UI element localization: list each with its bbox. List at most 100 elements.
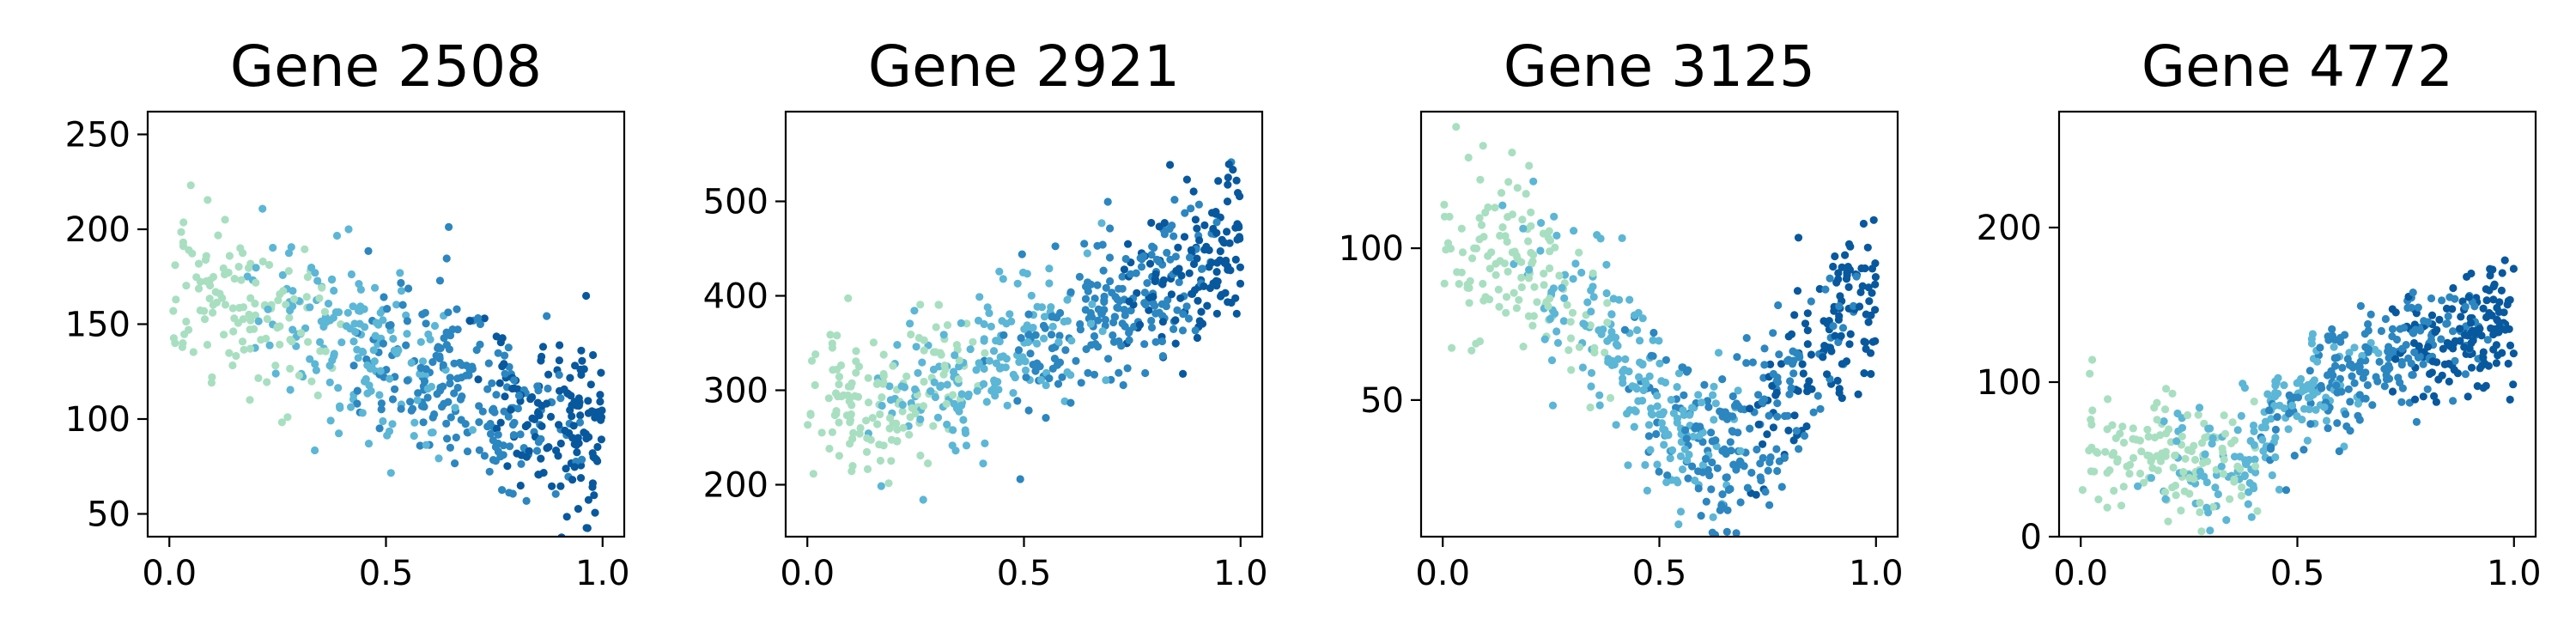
- scatter-point: [2164, 517, 2172, 526]
- scatter-point: [1198, 319, 1207, 328]
- scatter-point: [916, 415, 925, 423]
- scatter-point: [584, 409, 593, 417]
- scatter-point: [1170, 232, 1178, 240]
- scatter-point: [265, 341, 274, 349]
- x-tick-label: 0.5: [359, 554, 414, 593]
- scatter-point: [2275, 485, 2284, 494]
- scatter-point: [1224, 298, 1232, 307]
- scatter-point: [278, 270, 287, 279]
- scatter-point: [1171, 339, 1180, 348]
- scatter-point: [897, 382, 906, 391]
- scatter-point: [1166, 255, 1175, 264]
- scatter-point: [1560, 294, 1569, 302]
- scatter-point: [325, 361, 334, 370]
- scatter-point: [252, 264, 260, 272]
- scatter-point: [1667, 396, 1675, 404]
- scatter-point: [301, 245, 309, 253]
- scatter-point: [2368, 401, 2377, 410]
- scatter-point: [1137, 263, 1146, 271]
- scatter-point: [1527, 222, 1535, 230]
- scatter-point: [1726, 438, 1735, 447]
- scatter-point: [1100, 296, 1109, 305]
- scatter-point: [983, 303, 992, 312]
- scatter-point: [975, 359, 983, 368]
- scatter-point: [1760, 395, 1769, 404]
- scatter-point: [557, 553, 565, 561]
- scatter-point: [1710, 416, 1718, 424]
- scatter-point: [951, 351, 959, 360]
- scatter-point: [2285, 409, 2293, 418]
- scatter-point: [1628, 382, 1637, 391]
- scatter-point: [1792, 349, 1801, 357]
- scatter-point: [2438, 296, 2446, 305]
- scatter-point: [1704, 403, 1713, 411]
- scatter-point: [1187, 204, 1195, 213]
- scatter-point: [2214, 490, 2222, 499]
- scatter-point: [2219, 470, 2227, 478]
- scatter-point: [186, 181, 195, 190]
- scatter-point: [1800, 431, 1809, 440]
- scatter-point: [1603, 319, 1612, 327]
- scatter-point: [307, 377, 316, 386]
- scatter-point: [2437, 335, 2445, 343]
- scatter-point: [1104, 355, 1113, 363]
- scatter-point: [1841, 251, 1850, 259]
- scatter-point: [939, 331, 948, 339]
- scatter-point: [2332, 381, 2341, 390]
- scatter-point: [503, 462, 512, 471]
- scatter-point: [1864, 318, 1873, 326]
- scatter-point: [506, 442, 514, 451]
- scatter-point: [955, 407, 963, 416]
- scatter-point: [185, 325, 193, 334]
- scatter-point: [2281, 486, 2291, 495]
- scatter-point: [1702, 497, 1710, 506]
- scatter-point: [2125, 470, 2134, 478]
- scatter-point: [1655, 410, 1663, 419]
- scatter-point: [1174, 243, 1182, 252]
- scatter-point: [1718, 490, 1727, 499]
- scatter-point: [561, 426, 569, 435]
- scatter-point: [2202, 478, 2211, 487]
- scatter-point: [496, 418, 505, 427]
- scatter-point: [343, 308, 352, 317]
- scatter-point: [544, 370, 553, 379]
- scatter-point: [239, 315, 247, 324]
- scatter-point: [1224, 180, 1232, 189]
- scatter-point: [232, 351, 240, 361]
- scatter-point: [475, 402, 483, 410]
- scatter-point: [437, 403, 447, 411]
- scatter-point: [2162, 385, 2171, 393]
- scatter-point: [852, 347, 860, 355]
- scatter-point: [1200, 221, 1209, 229]
- scatter-point: [2237, 411, 2245, 420]
- scatter-point: [2320, 403, 2329, 411]
- scatter-point: [1698, 461, 1707, 470]
- scatter-point: [586, 380, 595, 389]
- scatter-point: [336, 402, 344, 410]
- scatter-point: [422, 319, 430, 328]
- scatter-point: [1833, 376, 1842, 385]
- scatter-point: [1679, 363, 1687, 372]
- scatter-point: [1608, 356, 1617, 366]
- scatter-point: [499, 441, 507, 450]
- scatter-point: [1607, 334, 1615, 343]
- scatter-point: [1528, 321, 1537, 330]
- scatter-point: [2268, 471, 2276, 480]
- scatter-point: [2424, 343, 2433, 351]
- scatter-point: [440, 334, 448, 343]
- scatter-point: [2228, 418, 2237, 427]
- scatter-point: [1445, 212, 1454, 221]
- scatter-point: [885, 414, 895, 422]
- scatter-point: [1076, 325, 1084, 334]
- scatter-point: [245, 310, 253, 319]
- scatter-point: [169, 307, 178, 315]
- scatter-point: [478, 407, 487, 416]
- scatter-point: [1136, 254, 1145, 263]
- scatter-point: [1497, 189, 1506, 197]
- scatter-point: [1147, 251, 1156, 259]
- scatter-point: [353, 345, 361, 354]
- scatter-point: [1783, 411, 1792, 420]
- scatter-point: [576, 474, 586, 483]
- scatter-point: [263, 378, 271, 386]
- scatter-point: [824, 394, 833, 403]
